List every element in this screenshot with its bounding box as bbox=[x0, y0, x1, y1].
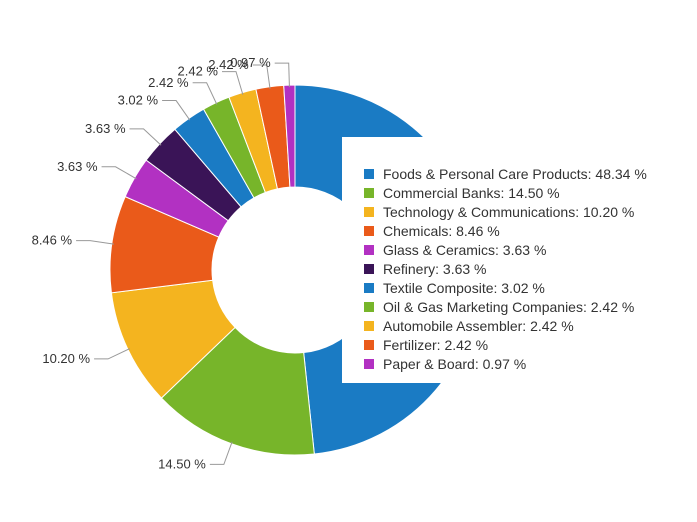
slice-label-chemicals: 8.46 % bbox=[32, 233, 73, 248]
legend-swatch bbox=[364, 320, 374, 331]
slice-label-fertilizer: 2.42 % bbox=[208, 57, 249, 72]
legend-item-fertilizer[interactable]: Fertilizer: 2.42 % bbox=[364, 335, 647, 354]
slice-label-glass-and-ceramics: 3.63 % bbox=[57, 159, 98, 174]
legend-label: Paper & Board: 0.97 % bbox=[383, 355, 527, 372]
legend-item-refinery[interactable]: Refinery: 3.63 % bbox=[364, 259, 647, 278]
connector-glass-and-ceramics bbox=[101, 166, 137, 180]
legend-swatch bbox=[364, 187, 374, 198]
slice-label-commercial-banks: 14.50 % bbox=[158, 456, 206, 471]
legend-item-glass-and-ceramics[interactable]: Glass & Ceramics: 3.63 % bbox=[364, 240, 647, 259]
legend-label: Technology & Communications: 10.20 % bbox=[383, 203, 635, 220]
legend-swatch bbox=[364, 244, 374, 255]
legend-item-chemicals[interactable]: Chemicals: 8.46 % bbox=[364, 221, 647, 240]
connector-automobile-assembler bbox=[222, 71, 244, 95]
legend-label: Textile Composite: 3.02 % bbox=[383, 279, 545, 296]
connector-textile-composite bbox=[162, 100, 191, 121]
legend-label: Automobile Assembler: 2.42 % bbox=[383, 317, 574, 334]
legend-swatch bbox=[364, 206, 374, 217]
legend-swatch bbox=[364, 225, 374, 236]
slice-label-automobile-assembler: 2.42 % bbox=[178, 64, 219, 79]
legend-label: Foods & Personal Care Products: 48.34 % bbox=[383, 165, 647, 182]
legend-label: Chemicals: 8.46 % bbox=[383, 222, 500, 239]
legend-item-oil-and-gas-marketing-companies[interactable]: Oil & Gas Marketing Companies: 2.42 % bbox=[364, 297, 647, 316]
legend-label: Refinery: 3.63 % bbox=[383, 260, 487, 277]
legend-swatch bbox=[364, 263, 374, 274]
legend-item-foods-and-personal-care-products[interactable]: Foods & Personal Care Products: 48.34 % bbox=[364, 164, 647, 183]
slice-commercial-banks[interactable] bbox=[160, 326, 315, 456]
legend-item-textile-composite[interactable]: Textile Composite: 3.02 % bbox=[364, 278, 647, 297]
slice-label-textile-composite: 3.02 % bbox=[118, 93, 159, 108]
legend-item-technology-and-communications[interactable]: Technology & Communications: 10.20 % bbox=[364, 202, 647, 221]
connector-commercial-banks bbox=[209, 441, 233, 465]
legend-swatch bbox=[364, 339, 374, 350]
legend-item-paper-and-board[interactable]: Paper & Board: 0.97 % bbox=[364, 354, 647, 373]
legend-label: Glass & Ceramics: 3.63 % bbox=[383, 241, 547, 258]
slice-label-paper-and-board: 0.97 % bbox=[230, 55, 271, 70]
legend-list: Foods & Personal Care Products: 48.34 % C… bbox=[364, 164, 647, 373]
legend-label: Commercial Banks: 14.50 % bbox=[383, 184, 560, 201]
legend-swatch bbox=[364, 358, 374, 369]
connector-refinery bbox=[129, 128, 162, 146]
legend-item-commercial-banks[interactable]: Commercial Banks: 14.50 % bbox=[364, 183, 647, 202]
slice-label-technology-and-communications: 10.20 % bbox=[42, 351, 90, 366]
connector-fertilizer bbox=[252, 64, 271, 89]
connector-technology-and-communications bbox=[94, 348, 130, 360]
slice-labels: 14.50 % 10.20 % 8.46 % 3.63 % 3.63 % 3.02 % 2.… bbox=[32, 55, 272, 471]
connector-oil-and-gas-marketing-companies bbox=[192, 82, 218, 105]
connector-chemicals bbox=[76, 240, 114, 245]
legend bbox=[342, 137, 697, 383]
legend-swatch bbox=[364, 282, 374, 293]
legend-swatch bbox=[364, 301, 374, 312]
legend-item-automobile-assembler[interactable]: Automobile Assembler: 2.42 % bbox=[364, 316, 647, 335]
legend-swatch bbox=[364, 168, 374, 179]
legend-label: Oil & Gas Marketing Companies: 2.42 % bbox=[383, 298, 635, 315]
slice-label-oil-and-gas-marketing-companies: 2.42 % bbox=[148, 75, 189, 90]
legend-label: Fertilizer: 2.42 % bbox=[383, 336, 489, 353]
slice-label-refinery: 3.63 % bbox=[85, 121, 126, 136]
label-connectors bbox=[76, 62, 290, 465]
connector-paper-and-board bbox=[274, 62, 290, 88]
slice-paper-and-board[interactable] bbox=[283, 84, 296, 188]
